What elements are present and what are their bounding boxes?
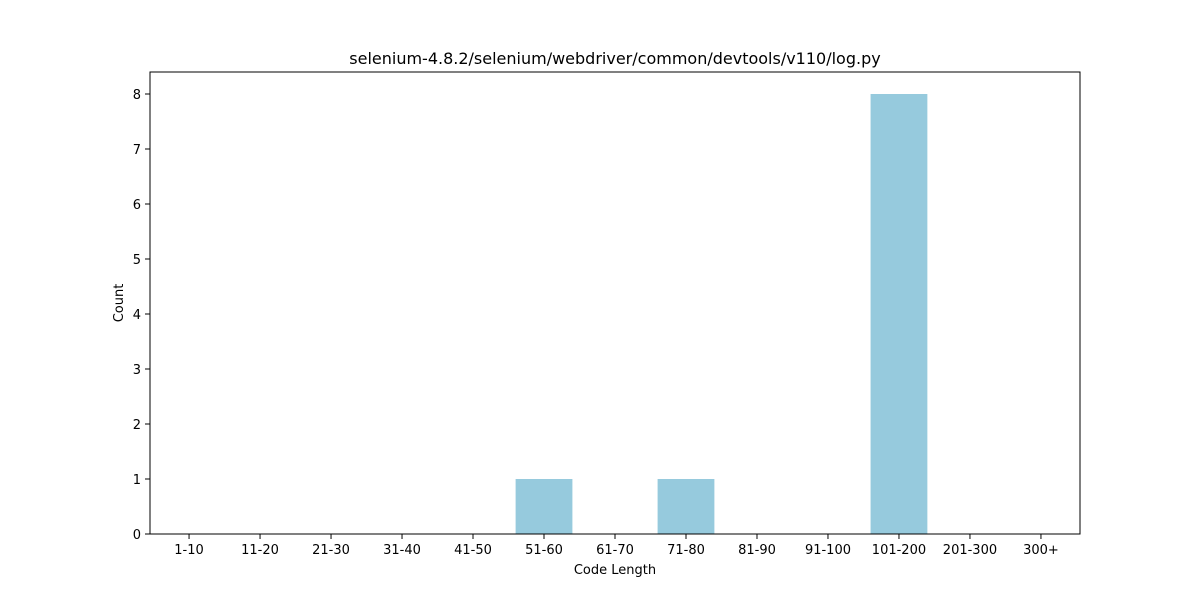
x-tick-label: 61-70	[596, 543, 634, 558]
x-tick-label: 11-20	[241, 543, 279, 558]
x-tick-label: 21-30	[312, 543, 350, 558]
x-axis: 1-10 11-20 21-30 31-40 41-50 51-60 61-70 71-80 8…	[174, 534, 1059, 558]
x-tick-label: 71-80	[667, 543, 705, 558]
bar-71-80	[657, 479, 715, 534]
y-tick-label: 2	[133, 418, 141, 433]
x-tick-label: 1-10	[174, 543, 204, 558]
bar-51-60	[515, 479, 573, 534]
bar-101-200	[870, 94, 928, 534]
y-tick-label: 4	[133, 308, 141, 323]
y-axis-label: Count	[112, 284, 127, 323]
plot-frame	[149, 71, 1081, 535]
x-axis-label: Code Length	[574, 563, 656, 578]
y-tick-label: 8	[133, 88, 141, 103]
bars-group	[515, 94, 928, 534]
y-tick-label: 3	[133, 363, 141, 378]
y-tick-label: 1	[133, 473, 141, 488]
y-tick-label: 6	[133, 198, 141, 213]
y-tick-label: 0	[133, 528, 141, 543]
x-tick-label: 51-60	[525, 543, 563, 558]
x-tick-label: 31-40	[383, 543, 421, 558]
x-tick-label: 91-100	[805, 543, 851, 558]
x-tick-label: 300+	[1023, 543, 1059, 558]
y-tick-label: 7	[133, 143, 141, 158]
x-tick-label: 201-300	[943, 543, 997, 558]
chart-title: selenium-4.8.2/selenium/webdriver/common…	[349, 49, 880, 68]
x-tick-label: 41-50	[454, 543, 492, 558]
y-axis: 0 1 2 3 4 5 6 7 8	[133, 88, 150, 543]
y-tick-label: 5	[133, 253, 141, 268]
x-tick-label: 81-90	[738, 543, 776, 558]
x-tick-label: 101-200	[872, 543, 926, 558]
